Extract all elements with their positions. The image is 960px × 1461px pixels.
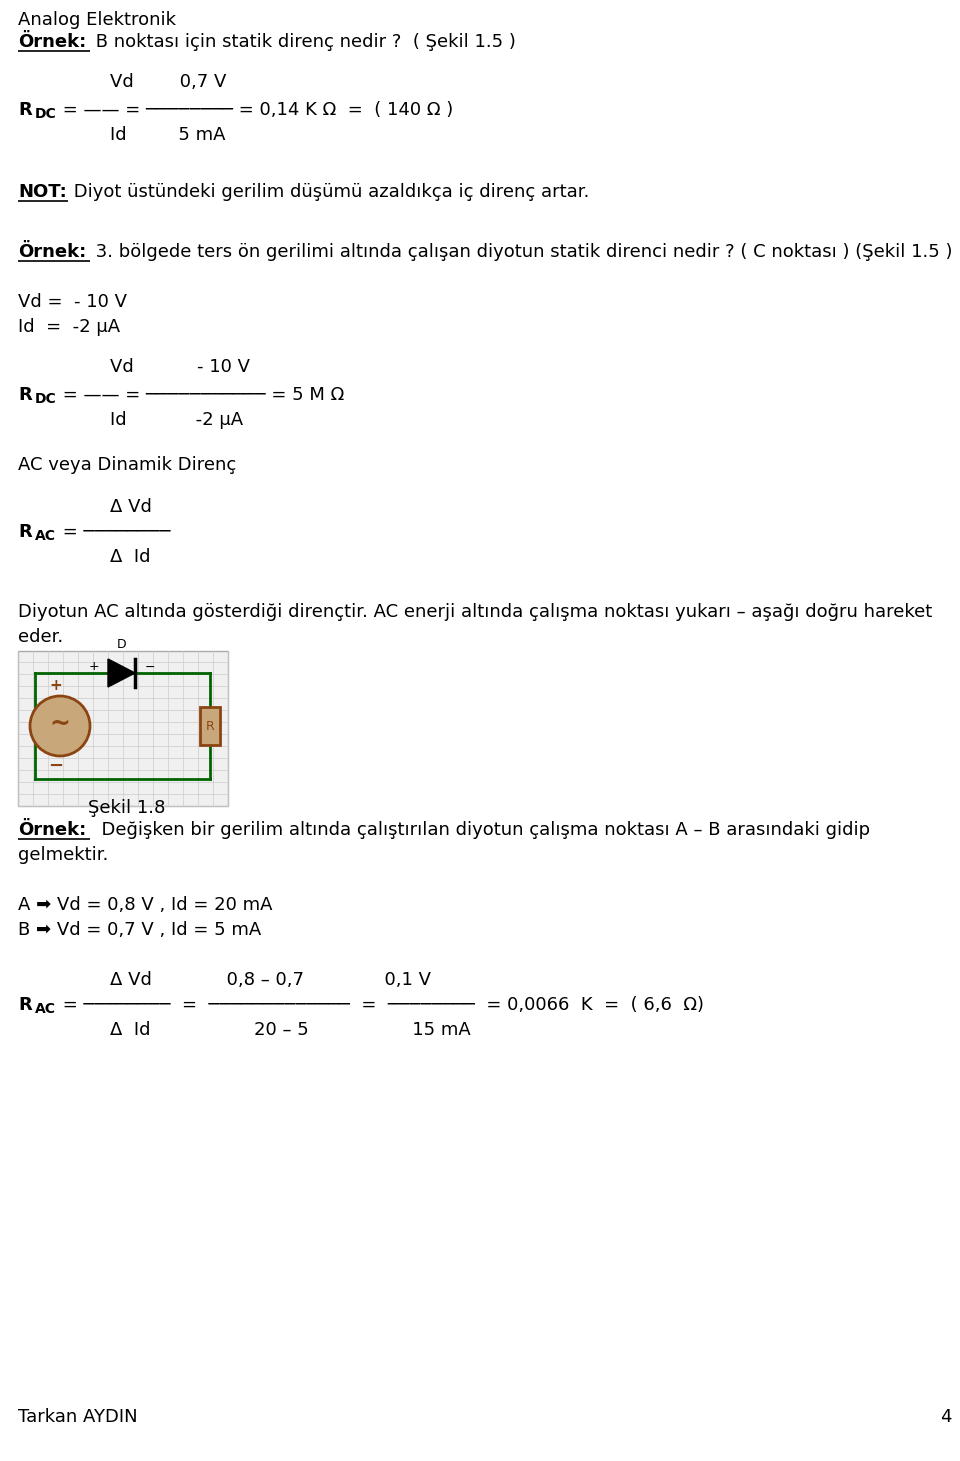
Text: Vd =  - 10 V: Vd = - 10 V <box>18 294 127 311</box>
FancyBboxPatch shape <box>200 707 220 745</box>
Text: eder.: eder. <box>18 628 63 646</box>
Text: = ────────  =  ─────────────  =  ────────  = 0,0066  K  =  ( 6,6  Ω): = ──────── = ───────────── = ──────── = … <box>57 996 704 1014</box>
Text: Δ Vd             0,8 – 0,7              0,1 V: Δ Vd 0,8 – 0,7 0,1 V <box>110 972 431 989</box>
Text: gelmektir.: gelmektir. <box>18 846 108 863</box>
Text: R: R <box>18 386 32 405</box>
Text: NOT:: NOT: <box>18 183 67 202</box>
Text: Örnek:: Örnek: <box>18 243 86 262</box>
Text: Diyotun AC altında gösterdiği dirençtir. AC enerji altında çalışma noktası yukar: Diyotun AC altında gösterdiği dirençtir.… <box>18 603 932 621</box>
Text: Tarkan AYDIN: Tarkan AYDIN <box>18 1408 137 1426</box>
Text: = ────────: = ──────── <box>57 523 171 541</box>
Text: Id         5 mA: Id 5 mA <box>110 126 226 145</box>
Text: R: R <box>18 101 32 118</box>
Text: R: R <box>18 996 32 1014</box>
Text: Şekil 1.8: Şekil 1.8 <box>88 799 165 817</box>
Text: Örnek:: Örnek: <box>18 821 86 839</box>
Text: −: − <box>145 660 156 674</box>
Text: = —— = ─────────── = 5 M Ω: = —— = ─────────── = 5 M Ω <box>57 386 345 405</box>
Text: R: R <box>18 523 32 541</box>
Text: Id            -2 μA: Id -2 μA <box>110 411 243 430</box>
FancyBboxPatch shape <box>18 652 228 806</box>
Text: AC: AC <box>35 1002 56 1015</box>
Text: Vd           - 10 V: Vd - 10 V <box>110 358 250 375</box>
Text: = —— = ──────── = 0,14 K Ω  =  ( 140 Ω ): = —— = ──────── = 0,14 K Ω = ( 140 Ω ) <box>57 101 453 118</box>
Text: A ➡ Vd = 0,8 V , Id = 20 mA: A ➡ Vd = 0,8 V , Id = 20 mA <box>18 896 273 915</box>
Text: +: + <box>88 660 99 674</box>
Text: +: + <box>50 678 62 694</box>
Text: ~: ~ <box>50 712 70 736</box>
Text: Δ  Id                  20 – 5                  15 mA: Δ Id 20 – 5 15 mA <box>110 1021 470 1039</box>
Text: Δ Vd: Δ Vd <box>110 498 152 516</box>
Text: Id  =  -2 μA: Id = -2 μA <box>18 318 120 336</box>
Polygon shape <box>108 659 135 687</box>
Text: Diyot üstündeki gerilim düşümü azaldıkça iç direnç artar.: Diyot üstündeki gerilim düşümü azaldıkça… <box>68 183 589 202</box>
Text: −: − <box>48 757 63 774</box>
Circle shape <box>30 695 90 755</box>
Text: Δ  Id: Δ Id <box>110 548 151 565</box>
Text: B ➡ Vd = 0,7 V , Id = 5 mA: B ➡ Vd = 0,7 V , Id = 5 mA <box>18 920 261 939</box>
Text: AC: AC <box>35 529 56 543</box>
Text: 3. bölgede ters ön gerilimi altında çalışan diyotun statik direnci nedir ? ( C n: 3. bölgede ters ön gerilimi altında çalı… <box>90 243 952 262</box>
Text: R: R <box>205 719 214 732</box>
Text: 4: 4 <box>940 1408 951 1426</box>
Text: Analog Elektronik: Analog Elektronik <box>18 12 176 29</box>
Text: DC: DC <box>35 107 57 121</box>
Text: DC: DC <box>35 392 57 406</box>
Text: D: D <box>117 638 127 652</box>
Text: Değişken bir gerilim altında çalıştırılan diyotun çalışma noktası A – B arasında: Değişken bir gerilim altında çalıştırıla… <box>90 821 870 839</box>
Text: AC veya Dinamik Direnç: AC veya Dinamik Direnç <box>18 456 236 473</box>
Text: B noktası için statik direnç nedir ?  ( Şekil 1.5 ): B noktası için statik direnç nedir ? ( Ş… <box>90 34 516 51</box>
Text: Örnek:: Örnek: <box>18 34 86 51</box>
Text: Vd        0,7 V: Vd 0,7 V <box>110 73 227 91</box>
